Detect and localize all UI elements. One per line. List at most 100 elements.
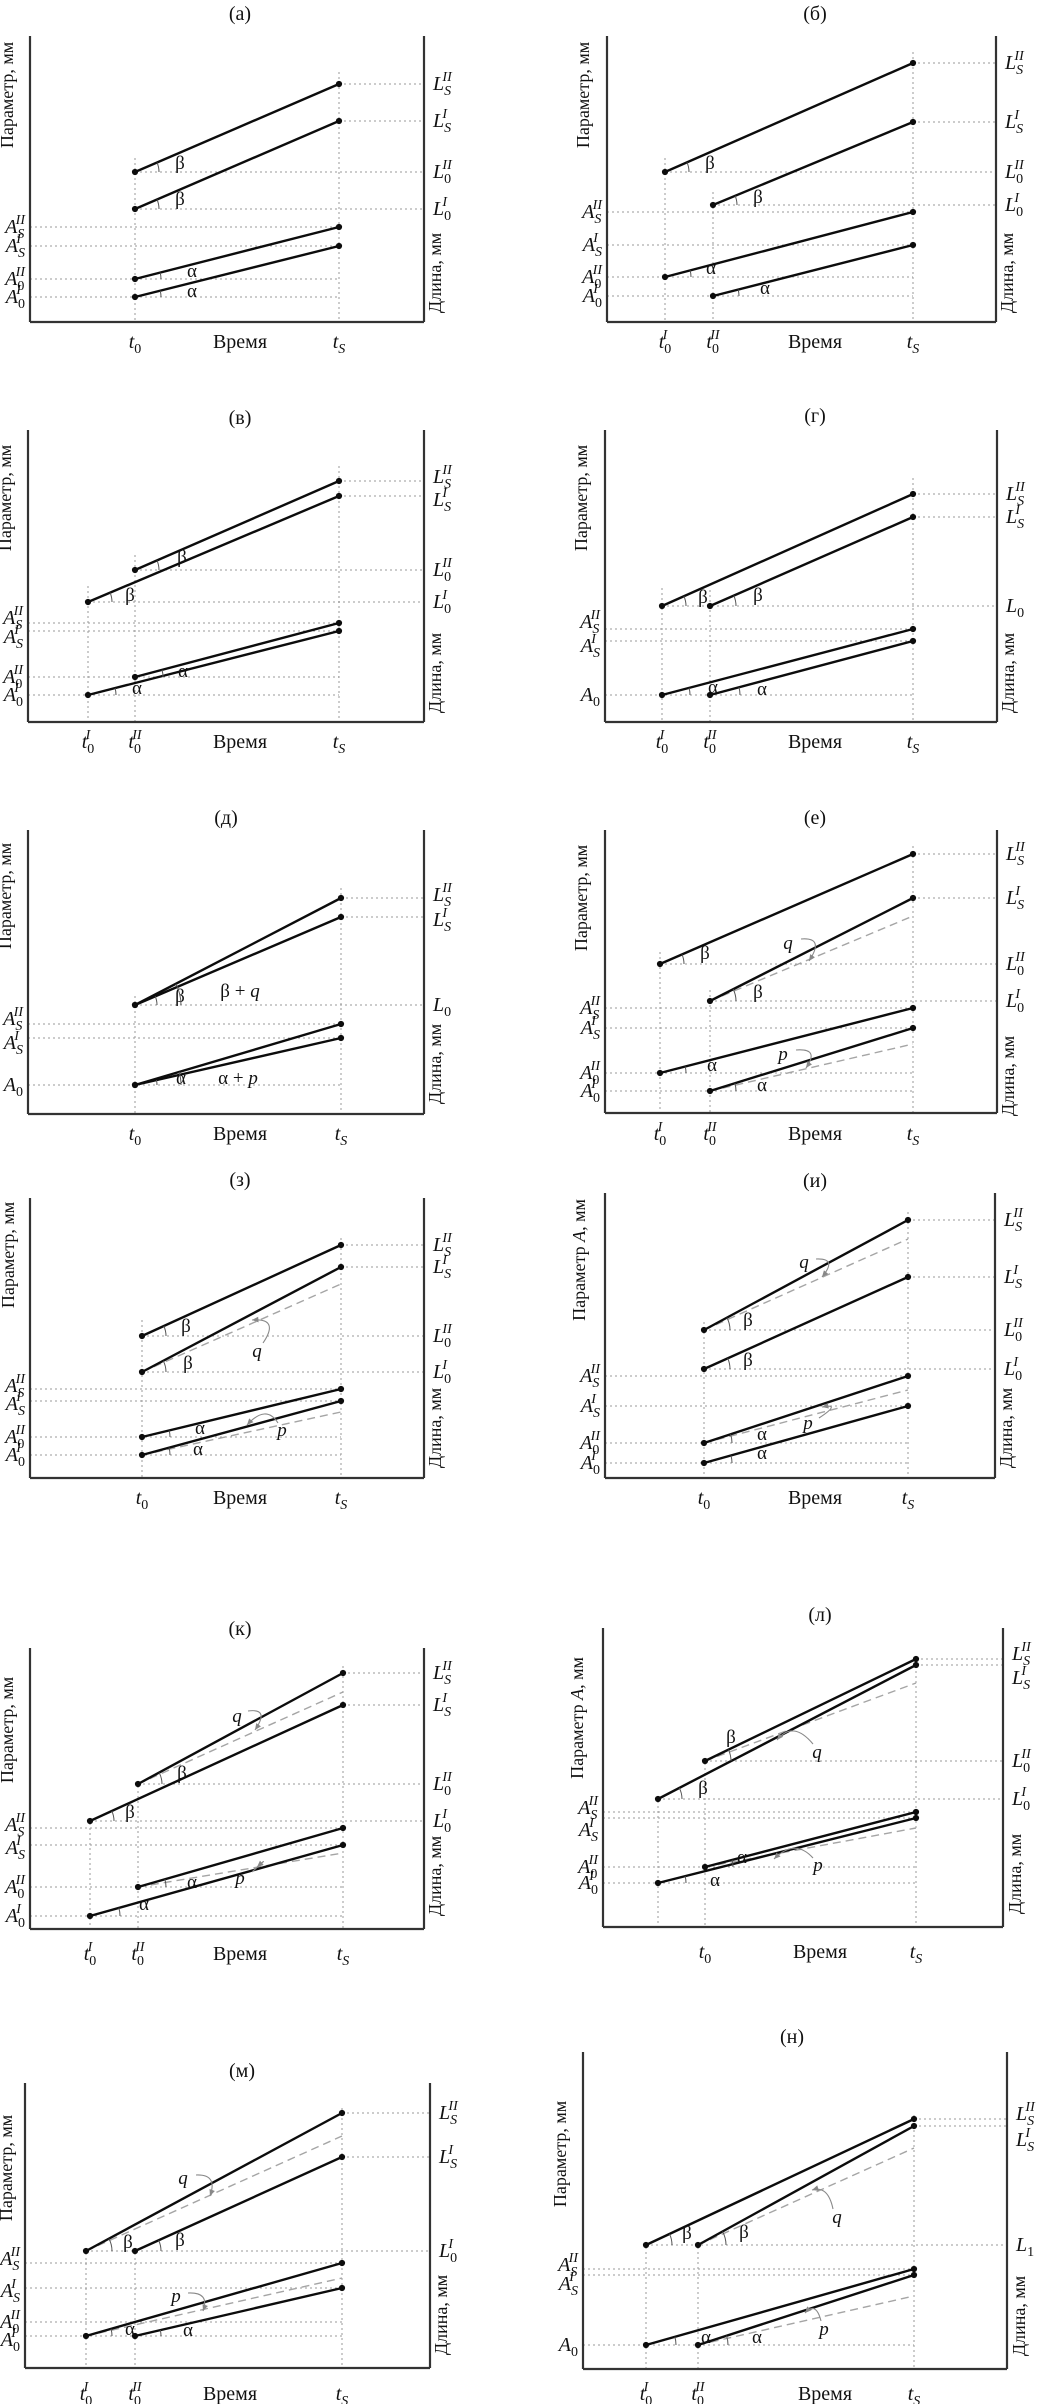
trend-line: [712, 120, 914, 207]
right-level-label: LSI: [432, 1691, 451, 1720]
trend-line: [709, 1026, 914, 1093]
trend-line: [709, 896, 914, 1003]
angle-label: α: [757, 679, 767, 700]
panel-e: β β α α q p (е) Параметр, мм Длина, мм Время t0I t0…: [571, 807, 1026, 1149]
trend-line: [137, 1671, 344, 1786]
right-level-label: LSI: [1011, 1664, 1030, 1693]
x-tick-label: tS: [902, 1487, 915, 1513]
panel-kk: β β α α q p (к) Параметр, мм Длина, мм Время t0I t0…: [0, 1618, 453, 1969]
right-level-label: L0I: [438, 2237, 457, 2266]
angle-arc: [730, 1455, 733, 1464]
left-level-label: A0I: [577, 1869, 598, 1898]
left-level-label: A0I: [579, 1077, 600, 1106]
angle-label: α: [757, 1443, 767, 1464]
right-axis-label: Длина, мм: [996, 1388, 1016, 1468]
x-tick-label: t0II: [128, 728, 143, 757]
right-level-label: LSI: [1005, 503, 1024, 532]
angle-arc: [674, 2336, 677, 2346]
trend-line: [137, 1826, 344, 1889]
angle-arc: [168, 1447, 171, 1456]
x-tick-label: t0I: [654, 1120, 667, 1149]
right-level-label: L0II: [1005, 950, 1026, 979]
right-level-label: L0I: [1004, 191, 1023, 220]
right-level-label: L0II: [1011, 1747, 1032, 1776]
trend-line: [141, 1387, 342, 1439]
right-level-label: LSI: [1004, 108, 1023, 137]
trend-line: [703, 1275, 909, 1371]
dashed-trend-line: [704, 1682, 917, 1762]
trend-line: [704, 1810, 917, 1869]
left-level-label: A0I: [0, 2326, 20, 2355]
x-tick-label: tS: [908, 2383, 921, 2404]
left-level-label: ASII: [1, 604, 24, 633]
angle-label: β: [183, 1353, 193, 1374]
x-tick-label: tS: [333, 731, 346, 757]
angle-label: α: [187, 1872, 197, 1893]
right-level-label: L0I: [432, 1358, 451, 1387]
left-axis-label: Параметр, мм: [573, 42, 593, 148]
right-level-label: LSII: [432, 70, 453, 99]
panel-title-g: (г): [804, 405, 826, 427]
right-level-label: L0II: [432, 556, 453, 585]
angle-label: β: [181, 1316, 191, 1337]
angle-arc: [163, 1325, 167, 1337]
left-level-label: A0II: [578, 1059, 601, 1088]
x-axis-label: Время: [788, 1487, 842, 1509]
trend-line: [712, 243, 914, 298]
trend-line: [664, 210, 914, 279]
x-tick-label: t0I: [656, 728, 669, 757]
increment-label: q: [232, 1706, 242, 1727]
panel-v: β β α α (в) Параметр, мм Длина, мм Время t0I t0II…: [0, 407, 453, 757]
right-level-label: LSI: [1005, 884, 1024, 913]
left-level-label: A0II: [3, 1873, 26, 1902]
dashed-trend-line: [85, 2135, 343, 2252]
left-level-label: ASII: [3, 213, 26, 242]
angle-label: β + q: [220, 981, 260, 1002]
x-tick-label: tS: [907, 731, 920, 757]
angle-label: β: [700, 943, 710, 964]
panel-title-z: (з): [229, 1169, 250, 1191]
x-tick-label: t0: [699, 1941, 712, 1967]
dashed-trend-line: [697, 2295, 915, 2346]
angle-label: α: [132, 678, 142, 699]
trend-line: [141, 1399, 342, 1457]
left-level-label: A0II: [576, 1853, 599, 1882]
left-level-label: A0: [557, 2334, 578, 2360]
angle-arc: [727, 1749, 732, 1762]
x-tick-label: tS: [333, 331, 346, 357]
right-axis-label: Длина, мм: [998, 633, 1018, 713]
dashed-trend-line: [697, 2147, 915, 2246]
angle-label: α: [737, 1847, 747, 1868]
left-level-label: ASI: [579, 632, 600, 661]
right-level-label: L0I: [432, 588, 451, 617]
angle-label: α: [195, 1418, 205, 1439]
angle-label: α: [187, 281, 197, 302]
angle-label: β: [125, 1802, 135, 1823]
x-tick-label: t0I: [82, 728, 95, 757]
angle-label: β: [743, 1350, 753, 1371]
angle-label: β: [753, 187, 763, 208]
right-level-label: L0I: [432, 195, 451, 224]
right-level-label: LSI: [432, 486, 451, 515]
trend-line: [645, 2267, 915, 2347]
trend-line: [89, 1843, 344, 1918]
x-tick-label: tS: [910, 1941, 923, 1967]
annotation-arrow: [251, 1319, 270, 1344]
angle-label: β: [705, 153, 715, 174]
x-tick-label: t0II: [691, 2380, 706, 2404]
x-tick-label: t0I: [84, 1940, 97, 1969]
left-level-label: ASII: [3, 1372, 26, 1401]
panel-title-n: (н): [780, 2026, 804, 2048]
dashed-trend-line: [137, 1852, 344, 1888]
x-axis-label: Время: [213, 331, 267, 353]
x-tick-label: tS: [337, 1943, 350, 1969]
left-level-label: A0I: [581, 282, 602, 311]
x-axis-label: Время: [213, 1487, 267, 1509]
trend-line: [134, 225, 340, 281]
angle-label: β: [177, 1763, 187, 1784]
panel-a: ββ αα (а) Параметр, мм Длина, мм Время t0 tS LSI…: [0, 3, 453, 357]
increment-label: q: [799, 1252, 809, 1273]
x-axis-label: Время: [203, 2383, 257, 2404]
right-level-label: LSII: [1011, 1640, 1032, 1669]
left-level-label: ASI: [2, 623, 23, 652]
